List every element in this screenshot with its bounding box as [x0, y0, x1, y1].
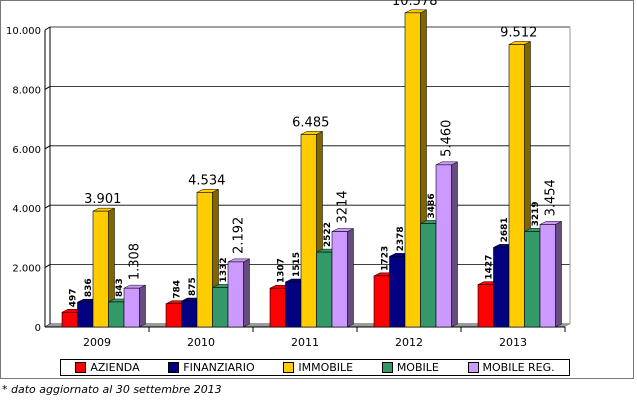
bar-azienda-2013 — [477, 284, 494, 328]
y-tick — [44, 264, 51, 269]
data-label: 843 — [115, 278, 125, 297]
data-label: 10.578 — [392, 0, 438, 9]
y-tick-label: 4.000 — [12, 204, 41, 215]
legend-swatch — [283, 362, 295, 373]
legend-label: IMMOBILE — [298, 361, 354, 374]
bar-mobile-2011 — [316, 251, 333, 328]
data-label: 6.485 — [292, 115, 329, 130]
bar-azienda-2009 — [61, 311, 78, 328]
bar-mobile-reg--2012 — [435, 164, 452, 328]
data-label: 2378 — [396, 226, 406, 251]
bar-mobile-reg--2009 — [123, 287, 140, 328]
data-label: 1307 — [277, 258, 287, 283]
data-label: 1427 — [485, 255, 495, 280]
legend-item: IMMOBILE — [283, 361, 353, 374]
y-tick-label: 10.000 — [6, 26, 41, 37]
legend-swatch — [381, 362, 393, 373]
bar-mobile-reg--2010 — [227, 261, 244, 328]
legend-label: MOBILE REG. — [482, 361, 555, 374]
x-tick-label: 2009 — [83, 336, 111, 349]
legend-item: MOBILE — [381, 361, 439, 374]
data-label: 1332 — [219, 257, 229, 282]
data-label: 3.901 — [84, 192, 121, 207]
bar-mobile-2009 — [108, 301, 125, 328]
data-label: 1.308 — [128, 243, 143, 280]
y-tick-label: 8.000 — [12, 85, 41, 96]
x-tick-label: 2013 — [499, 336, 527, 349]
legend-item: AZIENDA — [75, 361, 140, 374]
legend-item: MOBILE REG. — [467, 361, 555, 374]
legend-label: MOBILE — [396, 361, 439, 374]
y-tick — [44, 145, 51, 150]
y-tick — [44, 85, 51, 90]
data-label: 2681 — [500, 217, 510, 242]
bar-finanziario-2012 — [389, 256, 406, 328]
legend-label: AZIENDA — [90, 361, 140, 374]
data-label: 836 — [84, 278, 94, 297]
bar-immobile-2013 — [508, 44, 525, 328]
bar-mobile-2010 — [212, 287, 229, 328]
y-tick — [44, 26, 51, 31]
x-tick-label: 2011 — [291, 336, 319, 349]
legend-label: FINANZIARIO — [183, 361, 255, 374]
bar-side — [139, 284, 146, 328]
data-label: 875 — [188, 277, 198, 296]
data-label: 497 — [69, 288, 79, 307]
x-tick-label: 2010 — [187, 336, 215, 349]
x-tick-label: 2012 — [395, 336, 423, 349]
legend-swatch — [75, 362, 87, 373]
legend-item: FINANZIARIO — [168, 361, 255, 374]
bar-azienda-2011 — [269, 287, 286, 328]
y-tick-label: 0 — [35, 323, 41, 334]
bar-immobile-2010 — [196, 192, 213, 328]
bar-side — [243, 258, 250, 328]
legend-swatch — [168, 362, 180, 373]
y-tick-label: 6.000 — [12, 145, 41, 156]
bar-side — [555, 221, 562, 328]
bar-mobile-reg--2011 — [331, 231, 348, 328]
data-label: 2522 — [323, 222, 333, 247]
bar-azienda-2010 — [165, 303, 182, 328]
bar-immobile-2009 — [92, 210, 109, 328]
data-label: 3219 — [531, 201, 541, 226]
bar-mobile-2012 — [420, 223, 437, 328]
data-label: 5.460 — [440, 120, 455, 157]
y-tick-label: 2.000 — [12, 264, 41, 275]
bar-azienda-2012 — [373, 275, 390, 328]
bar-mobile-2013 — [524, 231, 541, 328]
data-label: 784 — [173, 280, 183, 299]
data-label: 3.454 — [544, 179, 559, 216]
footnote: * dato aggiornato al 30 settembre 2013 — [2, 383, 222, 396]
legend-swatch — [467, 362, 479, 373]
bar-finanziario-2011 — [285, 281, 302, 328]
bar-finanziario-2009 — [77, 301, 94, 328]
chart-frame — [0, 0, 634, 379]
bar-immobile-2012 — [404, 12, 421, 328]
bar-finanziario-2013 — [493, 247, 510, 328]
legend: AZIENDA FINANZIARIO IMMOBILE MOBILE MOBILE R… — [60, 359, 570, 376]
data-label: 4.534 — [188, 173, 225, 188]
data-label: 2.192 — [232, 217, 247, 254]
bar-mobile-reg--2013 — [539, 224, 556, 328]
data-label: 9.512 — [500, 25, 537, 40]
data-label: 1515 — [292, 252, 302, 277]
bar-finanziario-2010 — [181, 300, 198, 328]
data-label: 3214 — [336, 190, 351, 223]
bar-side — [451, 161, 458, 328]
data-label: 3486 — [427, 193, 437, 218]
data-label: 1723 — [381, 246, 391, 271]
bar-side — [347, 228, 354, 328]
y-tick — [44, 204, 51, 209]
bar-immobile-2011 — [300, 134, 317, 328]
